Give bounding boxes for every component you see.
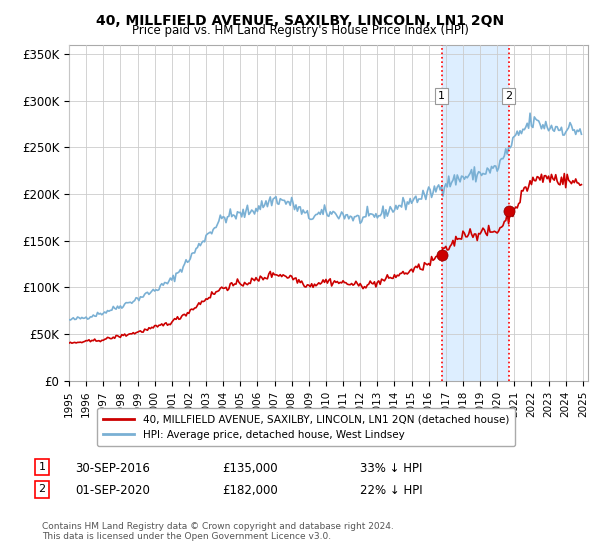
Bar xyxy=(442,45,509,381)
Text: £135,000: £135,000 xyxy=(222,462,278,475)
Text: 2: 2 xyxy=(505,91,512,101)
Text: 1: 1 xyxy=(38,462,46,472)
Text: Contains HM Land Registry data © Crown copyright and database right 2024.
This d: Contains HM Land Registry data © Crown c… xyxy=(42,522,394,542)
Text: 33% ↓ HPI: 33% ↓ HPI xyxy=(360,462,422,475)
Text: 22% ↓ HPI: 22% ↓ HPI xyxy=(360,484,422,497)
Text: 30-SEP-2016: 30-SEP-2016 xyxy=(75,462,150,475)
Text: 1: 1 xyxy=(438,91,445,101)
Text: 2: 2 xyxy=(38,484,46,494)
Legend: 40, MILLFIELD AVENUE, SAXILBY, LINCOLN, LN1 2QN (detached house), HPI: Average p: 40, MILLFIELD AVENUE, SAXILBY, LINCOLN, … xyxy=(97,408,515,446)
Text: 01-SEP-2020: 01-SEP-2020 xyxy=(75,484,150,497)
Text: 40, MILLFIELD AVENUE, SAXILBY, LINCOLN, LN1 2QN: 40, MILLFIELD AVENUE, SAXILBY, LINCOLN, … xyxy=(96,14,504,28)
Text: £182,000: £182,000 xyxy=(222,484,278,497)
Text: Price paid vs. HM Land Registry's House Price Index (HPI): Price paid vs. HM Land Registry's House … xyxy=(131,24,469,37)
